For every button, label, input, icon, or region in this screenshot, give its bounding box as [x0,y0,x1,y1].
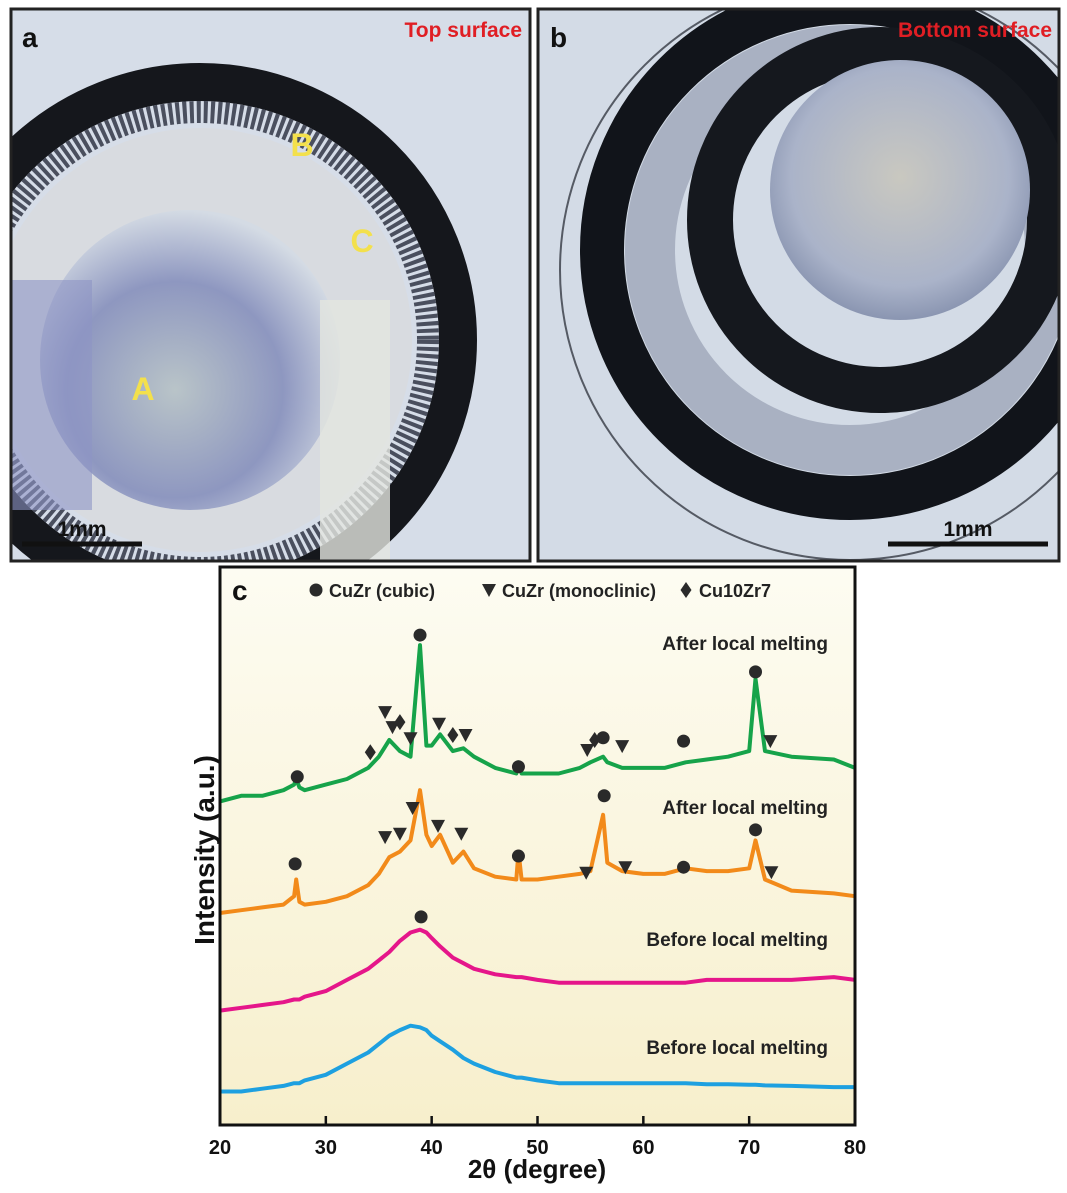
marker-circle [415,910,428,923]
marker-circle [749,823,762,836]
series-label: Before local melting [646,1038,828,1059]
micrograph-a [0,10,529,598]
marker-circle [677,735,690,748]
series-label: Before local melting [646,930,828,951]
marker-circle [749,665,762,678]
marker-circle [598,789,611,802]
x-tick-label: 60 [632,1137,654,1159]
legend-label: CuZr (monoclinic) [502,581,656,601]
region-label: B [290,127,313,163]
marker-circle [291,770,304,783]
x-tick-label: 20 [209,1137,231,1159]
region-label: C [350,223,373,259]
region-label: A [131,371,154,407]
figure: a Top surface B C A 1mm b Bottom surface… [0,0,1067,1188]
legend-symbol [310,584,323,597]
x-tick-label: 50 [526,1137,548,1159]
y-axis-label: Intensity (a.u.) [189,755,220,945]
marker-circle [512,850,525,863]
marker-circle [597,731,610,744]
x-tick-label: 80 [844,1137,866,1159]
panel-title: Top surface [405,19,522,42]
legend-label: CuZr (cubic) [329,581,435,601]
legend-label: Cu10Zr7 [699,581,771,601]
x-tick-label: 40 [421,1137,443,1159]
scale-bar-label: 1mm [57,518,106,541]
micrograph-b [539,0,1067,560]
series-label: After local melting [662,798,828,819]
marker-circle [677,861,690,874]
panel-title: Bottom surface [898,19,1052,42]
marker-circle [414,629,427,642]
panel-letter: c [232,575,248,606]
series-label: After local melting [662,634,828,655]
marker-circle [289,857,302,870]
panel-letter: b [550,22,567,53]
x-tick-label: 30 [315,1137,337,1159]
panel-letter: a [22,22,38,53]
x-tick-label: 70 [738,1137,760,1159]
marker-circle [512,760,525,773]
scale-bar-label: 1mm [943,518,992,541]
